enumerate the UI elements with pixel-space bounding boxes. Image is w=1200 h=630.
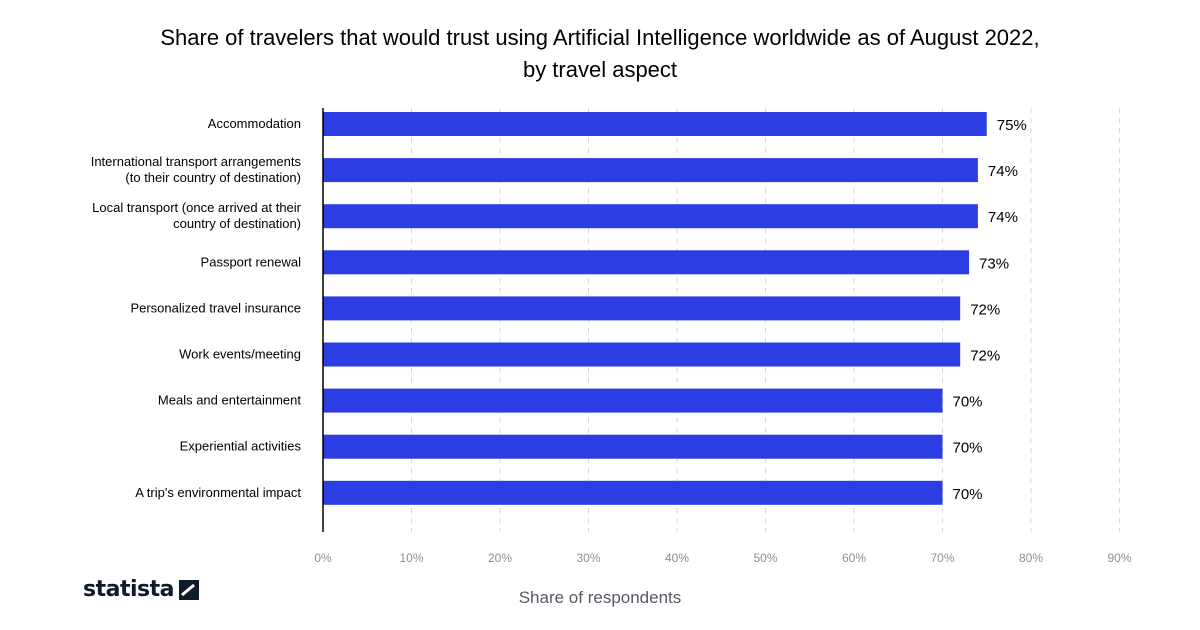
value-label: 70% — [953, 440, 983, 457]
category-labels: Accommodation International transport arr… — [91, 116, 302, 500]
bars — [323, 112, 987, 505]
bar — [323, 112, 987, 136]
category-label: Passport renewal — [201, 254, 302, 269]
bar — [323, 250, 970, 275]
category-label: Local transport (once arrived at their — [92, 200, 301, 215]
bar — [323, 296, 961, 321]
x-tick-label: 80% — [1019, 551, 1043, 565]
category-label: Work events/meeting — [179, 347, 301, 362]
bar — [323, 434, 943, 459]
bar — [323, 158, 978, 183]
value-labels: 75% 74% 74% 73% 72% 72% 70% 70% 70% — [953, 117, 1027, 503]
bar — [323, 388, 943, 413]
x-tick-label: 30% — [576, 551, 600, 565]
value-label: 72% — [970, 348, 1000, 365]
category-label: Experiential activities — [180, 439, 302, 454]
x-tick-label: 10% — [399, 551, 423, 565]
value-label: 73% — [979, 255, 1009, 272]
statista-logo: statista — [83, 577, 199, 602]
x-tick-label: 40% — [665, 551, 689, 565]
value-label: 72% — [970, 301, 1000, 318]
statista-logo-icon — [178, 579, 199, 600]
category-label: Meals and entertainment — [158, 393, 301, 408]
value-label: 74% — [988, 163, 1018, 180]
value-label: 75% — [997, 117, 1027, 134]
category-label: Personalized travel insurance — [130, 300, 301, 315]
x-tick-label: 60% — [842, 551, 866, 565]
x-tick-label: 50% — [753, 551, 777, 565]
category-label: (to their country of destination) — [125, 170, 301, 185]
category-label: Accommodation — [208, 116, 301, 131]
x-tick-label: 70% — [930, 551, 954, 565]
x-tick-label: 0% — [314, 551, 332, 565]
value-label: 70% — [953, 394, 983, 411]
bar — [323, 480, 943, 505]
value-label: 70% — [953, 486, 983, 503]
category-label: International transport arrangements — [91, 154, 302, 169]
category-label: country of destination) — [173, 216, 301, 231]
x-axis-label: Share of respondents — [518, 588, 682, 607]
x-tick-labels: 0% 10% 20% 30% 40% 50% 60% 70% 80% 90% — [314, 551, 1132, 565]
value-label: 74% — [988, 209, 1018, 226]
x-tick-label: 20% — [488, 551, 512, 565]
bar — [323, 342, 961, 367]
bar — [323, 204, 978, 229]
category-label: A trip's environmental impact — [135, 485, 301, 500]
x-tick-label: 90% — [1107, 551, 1131, 565]
logo-text: statista — [83, 577, 174, 602]
chart-title: Share of travelers that would trust usin… — [160, 25, 1040, 82]
